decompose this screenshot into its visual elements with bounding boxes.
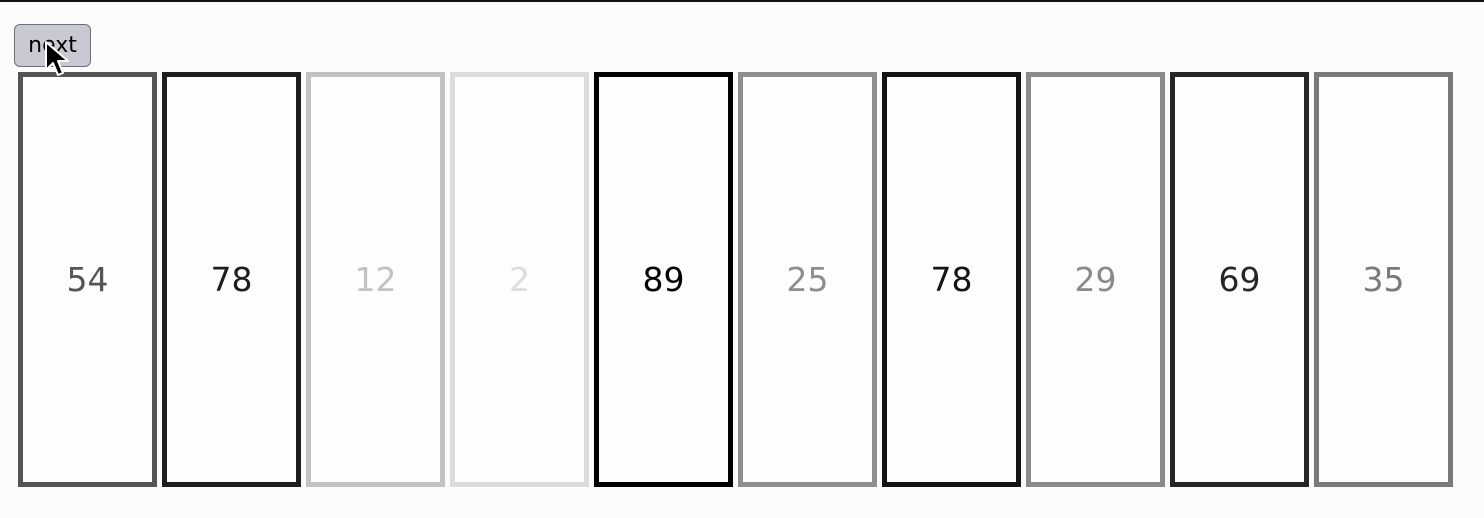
top-divider	[0, 0, 1484, 2]
card-2: 78	[162, 72, 301, 487]
card-8: 29	[1026, 72, 1165, 487]
next-button[interactable]: next	[14, 24, 91, 67]
card-6: 25	[738, 72, 877, 487]
card-10: 35	[1314, 72, 1453, 487]
card-5: 89	[594, 72, 733, 487]
card-4: 2	[450, 72, 589, 487]
card-3: 12	[306, 72, 445, 487]
card-7: 78	[882, 72, 1021, 487]
card-1: 54	[18, 72, 157, 487]
card-9: 69	[1170, 72, 1309, 487]
card-row: 54 78 12 2 89 25 78 29 69 35	[18, 72, 1453, 487]
